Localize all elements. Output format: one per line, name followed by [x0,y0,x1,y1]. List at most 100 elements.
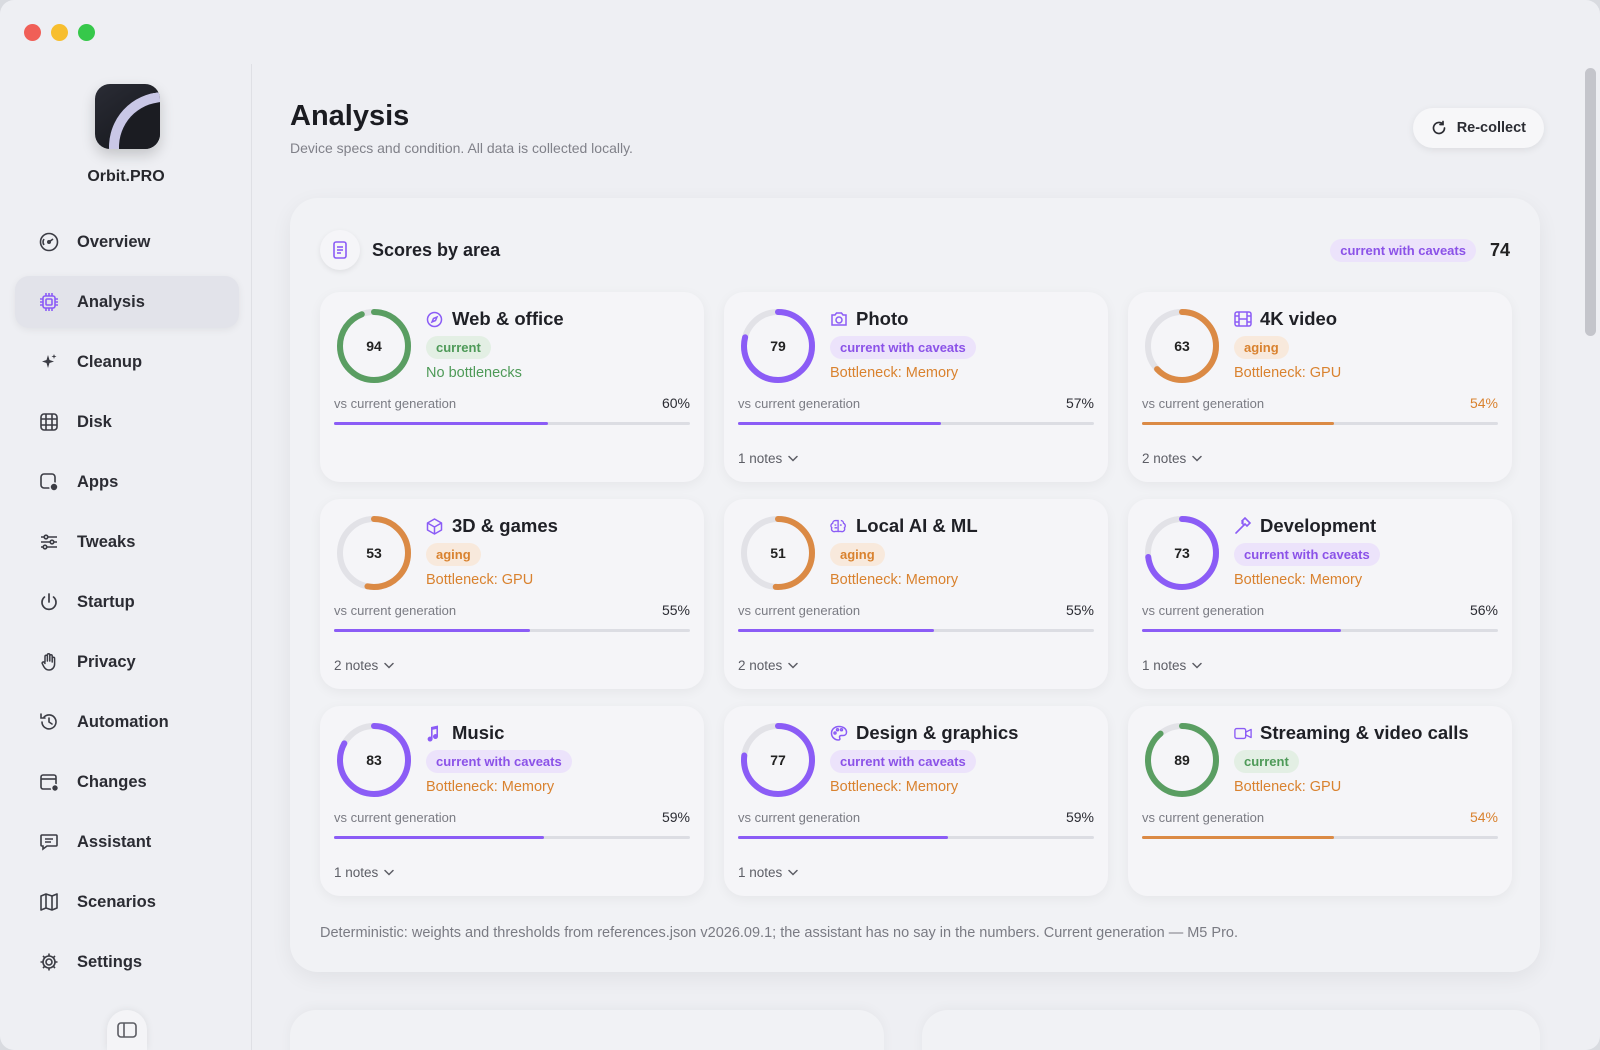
page-title: Analysis [290,100,410,132]
vs-label: vs current generation [1142,603,1265,618]
score-ring [1145,516,1219,590]
sidebar-item-analysis[interactable]: Analysis [15,276,239,328]
scores-header: Scores by area current with caveats 74 [320,228,1510,272]
window-controls [24,24,95,41]
progress-fill [334,422,548,425]
calendar-icon [39,772,59,792]
score-card: 89 Streaming & video calls current Bottl… [1128,706,1512,896]
notes-toggle[interactable]: 2 notes [738,658,799,673]
vs-percent: 60% [661,395,690,411]
cube-icon [426,517,444,535]
document-icon [320,230,360,270]
sidebar-item-label: Overview [77,232,151,251]
recollect-label: Re-collect [1456,120,1526,136]
sidebar-item-startup[interactable]: Startup [15,576,239,628]
compass-icon [426,310,444,328]
gauge-icon [39,232,59,252]
vs-percent: 59% [661,809,690,825]
apps-icon [39,472,59,492]
notes-toggle[interactable]: 1 notes [1142,658,1203,673]
progress-fill [738,836,949,839]
vs-percent: 55% [661,602,690,618]
vs-label: vs current generation [334,603,457,618]
vs-percent: 54% [1469,809,1498,825]
sidebar-item-label: Privacy [77,652,136,671]
gear-icon [39,952,59,972]
score-card: 73 Development current with caveats Bott… [1128,499,1512,689]
progress-track [738,629,1094,632]
sidebar-item-cleanup[interactable]: Cleanup [15,336,239,388]
notes-toggle[interactable]: 1 notes [334,865,395,880]
score-card: 63 4K video aging Bottleneck: GPU vs cur… [1128,292,1512,482]
notes-label: 1 notes [334,865,379,880]
notes-toggle[interactable]: 1 notes [738,865,799,880]
vs-label: vs current generation [334,810,457,825]
card-title: Photo [856,308,909,329]
history-icon [39,712,59,732]
sidebar-item-settings[interactable]: Settings [15,936,239,988]
disk-grid-icon [39,412,59,432]
notes-label: 2 notes [1142,451,1187,466]
vs-label: vs current generation [334,396,457,411]
camera-icon [830,310,848,328]
progress-track [1142,836,1498,839]
score-value: 73 [1174,545,1190,561]
vs-label: vs current generation [738,603,861,618]
sidebar-item-disk[interactable]: Disk [15,396,239,448]
score-card: 94 Web & office current No bottlenecks v… [320,292,704,482]
bottleneck-text: Bottleneck: Memory [830,779,959,795]
refresh-icon [1432,120,1446,135]
score-card: 53 3D & games aging Bottleneck: GPU vs c… [320,499,704,689]
chip-icon [39,292,59,312]
progress-track [334,836,690,839]
progress-track [738,422,1094,425]
score-ring [741,516,815,590]
minimize-window-button[interactable] [51,24,68,41]
score-value: 77 [770,752,786,768]
notes-toggle[interactable]: 2 notes [334,658,395,673]
card-title: Music [452,722,505,743]
sidebar-item-overview[interactable]: Overview [15,216,239,268]
sidebar-item-changes[interactable]: Changes [15,756,239,808]
brain-icon [830,517,848,535]
maximize-window-button[interactable] [78,24,95,41]
sidebar-toggle-icon [117,1022,137,1038]
progress-track [1142,422,1498,425]
film-icon [1234,310,1252,328]
status-badge: current with caveats [830,336,976,359]
card-title: Design & graphics [856,722,1019,743]
notes-toggle[interactable]: 1 notes [738,451,799,466]
scrollbar[interactable] [1585,68,1596,336]
close-window-button[interactable] [24,24,41,41]
score-card: 51 Local AI & ML aging Bottleneck: Memor… [724,499,1108,689]
score-value: 89 [1174,752,1190,768]
scores-panel: Scores by area current with caveats 74 9… [290,198,1540,972]
sidebar-item-label: Scenarios [77,892,156,911]
sidebar-item-apps[interactable]: Apps [15,456,239,508]
sidebar-toggle-button[interactable] [107,1010,147,1050]
status-badge: current with caveats [830,750,976,773]
vs-label: vs current generation [1142,396,1265,411]
chat-icon [39,832,59,852]
card-title: 4K video [1260,308,1338,329]
vs-percent: 54% [1469,395,1498,411]
card-title: Web & office [452,308,564,329]
progress-fill [334,629,530,632]
chevron-down-icon [788,869,799,876]
status-badge: aging [830,543,885,566]
notes-toggle[interactable]: 2 notes [1142,451,1203,466]
sidebar-item-tweaks[interactable]: Tweaks [15,516,239,568]
sidebar-item-label: Assistant [77,832,152,851]
bottleneck-text: Bottleneck: GPU [1234,779,1342,795]
sidebar-item-automation[interactable]: Automation [15,696,239,748]
score-ring [1145,309,1219,383]
page-subtitle: Device specs and condition. All data is … [290,140,633,156]
vs-label: vs current generation [1142,810,1265,825]
bottleneck-text: Bottleneck: GPU [426,572,534,588]
notes-label: 2 notes [334,658,379,673]
sidebar-item-assistant[interactable]: Assistant [15,816,239,868]
sidebar-item-scenarios[interactable]: Scenarios [15,876,239,928]
sidebar-item-privacy[interactable]: Privacy [15,636,239,688]
overall-score: 74 [1489,239,1510,260]
recollect-button[interactable]: Re-collect [1412,108,1544,148]
